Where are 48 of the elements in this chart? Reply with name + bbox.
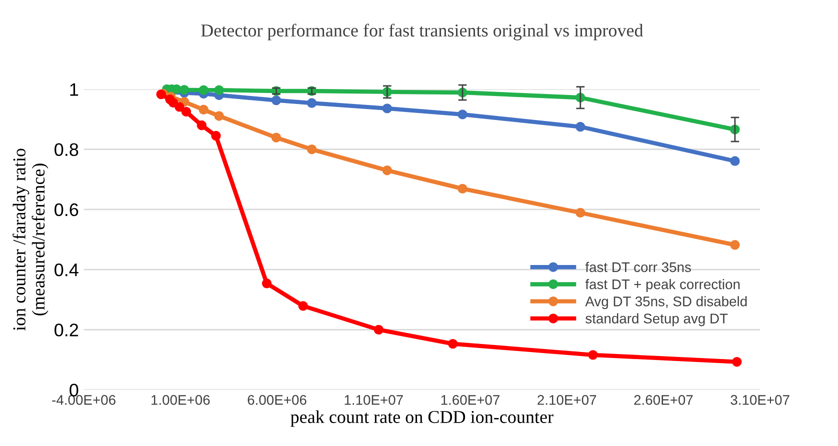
x-tick-label: 2.60E+07	[634, 395, 693, 405]
x-axis-title: peak count rate on CDD ion-counter	[290, 410, 554, 427]
point	[181, 106, 192, 117]
point	[214, 111, 224, 121]
x-tick-label: 1.60E+07	[441, 395, 500, 405]
x-tick-label: 1.00E+06	[152, 395, 210, 405]
legend-label: fast DT corr 35ns	[585, 262, 691, 272]
y-tick-label: 1	[70, 83, 78, 96]
point	[198, 85, 208, 95]
point	[306, 98, 317, 108]
point	[382, 166, 392, 176]
point	[458, 110, 468, 120]
point	[262, 278, 272, 288]
point	[271, 95, 282, 106]
x-tick-label: 2.10E+07	[538, 395, 596, 405]
point	[179, 84, 190, 95]
y-tick-label: 0	[70, 384, 78, 397]
legend-label: standard Setup avg DT	[586, 313, 728, 326]
point	[271, 132, 282, 142]
x-tick-label: -4.00E+06	[52, 395, 116, 405]
y-tick-label: 0.4	[54, 263, 78, 276]
y-tick-label: 0.6	[54, 203, 78, 216]
x-tick-label: 1.10E+07	[344, 395, 403, 405]
point	[730, 156, 740, 166]
legend-label: Avg DT 35ns, SD disabeld	[585, 296, 747, 310]
y-axis-title: ion counter /faraday ratio (measured/reference)	[12, 148, 48, 331]
y-tick-label: 0.2	[54, 324, 78, 336]
point	[306, 144, 317, 154]
point	[458, 184, 468, 194]
point	[732, 356, 742, 367]
point	[576, 122, 586, 132]
point	[174, 102, 184, 112]
point	[588, 350, 598, 360]
point	[576, 208, 586, 218]
point	[298, 301, 308, 311]
point	[196, 120, 207, 130]
x-tick-label: 6.00E+06	[248, 395, 306, 405]
point	[198, 104, 208, 115]
point	[730, 240, 740, 250]
x-tick-label: 3.10E+07	[730, 395, 790, 405]
point	[374, 324, 384, 335]
point	[214, 85, 224, 95]
legend-label: fast DT + peak correction	[585, 279, 740, 292]
point	[448, 338, 458, 349]
point	[382, 104, 392, 114]
chart-title: Detector performance for fast transients original vs improved	[201, 24, 644, 40]
y-tick-label: 0.8	[54, 143, 78, 156]
point	[211, 130, 221, 141]
